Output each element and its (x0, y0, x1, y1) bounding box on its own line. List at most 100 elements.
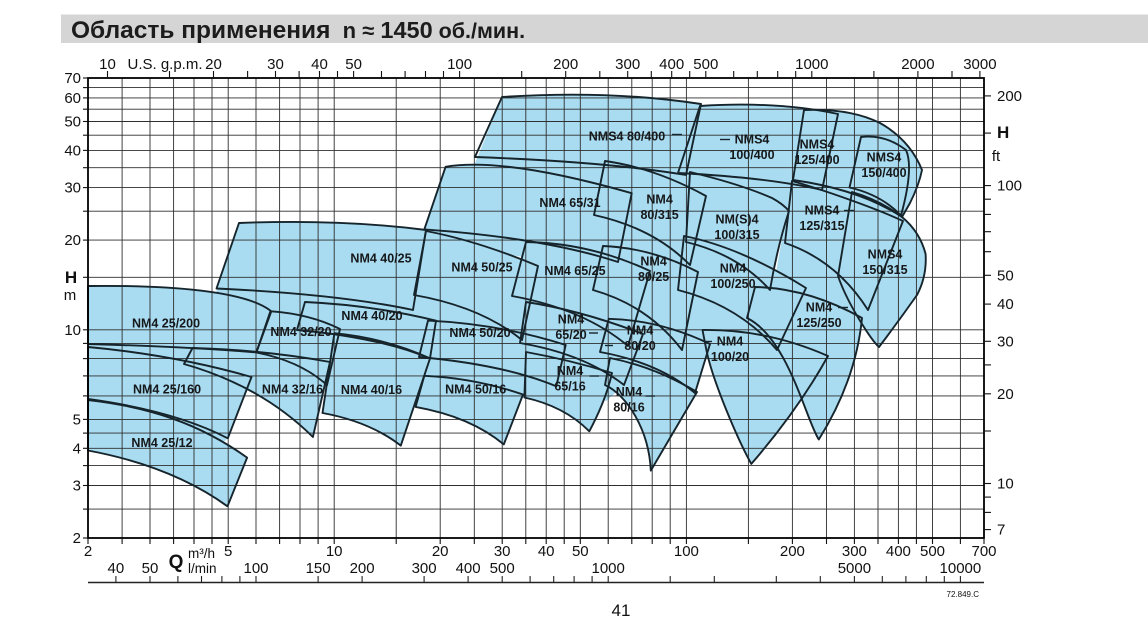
svg-text:30: 30 (64, 180, 81, 197)
svg-text:2: 2 (84, 543, 92, 560)
svg-text:NMS4: NMS4 (867, 151, 902, 165)
svg-text:700: 700 (971, 543, 996, 560)
svg-text:ft: ft (992, 148, 1001, 165)
svg-text:NM4: NM4 (616, 385, 642, 399)
svg-text:100/315: 100/315 (714, 228, 759, 242)
svg-text:500: 500 (920, 543, 945, 560)
svg-text:NM4 50/20: NM4 50/20 (449, 326, 510, 340)
svg-text:125/250: 125/250 (796, 316, 841, 330)
svg-text:Область применения n ≈ 1450 о: Область применения n ≈ 1450 об./мин. (71, 17, 525, 44)
svg-text:l/min: l/min (188, 561, 217, 576)
svg-text:1000: 1000 (592, 560, 625, 577)
svg-text:10: 10 (997, 476, 1014, 493)
svg-text:30: 30 (997, 333, 1014, 350)
svg-text:NM4 32/20: NM4 32/20 (270, 325, 331, 339)
svg-text:40: 40 (108, 560, 125, 577)
svg-text:100: 100 (243, 560, 268, 577)
svg-text:80/20: 80/20 (624, 339, 655, 353)
svg-text:NM4 65/31: NM4 65/31 (539, 196, 600, 210)
svg-text:NMS4: NMS4 (805, 204, 840, 218)
svg-text:500: 500 (490, 560, 515, 577)
svg-text:NM4: NM4 (557, 364, 583, 378)
svg-text:NMS4: NMS4 (735, 133, 770, 147)
svg-text:3000: 3000 (963, 56, 996, 73)
svg-text:2000: 2000 (901, 56, 934, 73)
svg-text:20: 20 (64, 232, 81, 249)
svg-text:4: 4 (73, 440, 81, 457)
svg-text:10: 10 (326, 543, 343, 560)
svg-text:100: 100 (447, 56, 472, 73)
svg-text:80/25: 80/25 (638, 270, 669, 284)
svg-text:NM4 25/12: NM4 25/12 (131, 436, 192, 450)
svg-text:400: 400 (456, 560, 481, 577)
svg-text:10000: 10000 (940, 560, 982, 577)
svg-text:20: 20 (432, 543, 449, 560)
svg-text:NM4 65/25: NM4 65/25 (544, 264, 605, 278)
svg-text:100: 100 (997, 178, 1022, 195)
svg-text:41: 41 (612, 601, 631, 620)
svg-text:40: 40 (997, 296, 1014, 313)
svg-text:NM4: NM4 (806, 301, 832, 315)
svg-text:NM4 40/16: NM4 40/16 (341, 383, 402, 397)
svg-text:NM4: NM4 (720, 262, 746, 276)
svg-text:NM4 32/16: NM4 32/16 (262, 382, 323, 396)
svg-text:NMS4 80/400: NMS4 80/400 (589, 129, 665, 143)
svg-text:50: 50 (345, 56, 362, 73)
svg-text:NMS4: NMS4 (868, 248, 903, 262)
svg-text:150/315: 150/315 (862, 263, 907, 277)
svg-text:10: 10 (99, 56, 116, 73)
svg-text:m: m (64, 287, 77, 304)
svg-text:m³/h: m³/h (188, 546, 215, 561)
svg-text:2: 2 (73, 530, 81, 547)
svg-text:H: H (65, 268, 77, 287)
svg-text:20: 20 (997, 386, 1014, 403)
svg-text:100/20: 100/20 (711, 350, 749, 364)
svg-text:65/20: 65/20 (555, 328, 586, 342)
svg-text:NMS4: NMS4 (800, 138, 835, 152)
svg-text:NM4 40/20: NM4 40/20 (341, 309, 402, 323)
svg-text:NM4 40/25: NM4 40/25 (350, 251, 411, 265)
svg-text:50: 50 (64, 114, 81, 131)
svg-text:50: 50 (142, 560, 159, 577)
svg-text:125/400: 125/400 (794, 153, 839, 167)
svg-text:5000: 5000 (838, 560, 871, 577)
svg-text:7: 7 (997, 522, 1005, 539)
svg-text:5: 5 (224, 543, 232, 560)
svg-text:150/400: 150/400 (861, 166, 906, 180)
svg-text:NM4 25/200: NM4 25/200 (132, 316, 200, 330)
svg-text:150: 150 (306, 560, 331, 577)
svg-text:40: 40 (538, 543, 555, 560)
svg-text:100/250: 100/250 (710, 277, 755, 291)
svg-text:30: 30 (494, 543, 511, 560)
svg-text:65/16: 65/16 (554, 380, 585, 394)
svg-text:NM(S)4: NM(S)4 (715, 213, 758, 227)
svg-text:NM4: NM4 (717, 335, 743, 349)
svg-text:10: 10 (64, 322, 81, 339)
svg-text:200: 200 (997, 88, 1022, 105)
svg-text:300: 300 (842, 543, 867, 560)
svg-text:NM4 50/25: NM4 50/25 (451, 260, 512, 274)
svg-text:1000: 1000 (795, 56, 828, 73)
svg-text:400: 400 (886, 543, 911, 560)
svg-text:60: 60 (64, 90, 81, 107)
svg-text:72.849.C: 72.849.C (947, 590, 980, 599)
svg-text:40: 40 (64, 142, 81, 159)
svg-text:Q: Q (169, 552, 184, 573)
svg-text:NM4 25/160: NM4 25/160 (133, 382, 201, 396)
svg-text:125/315: 125/315 (799, 219, 844, 233)
svg-text:H: H (997, 123, 1009, 142)
svg-text:400: 400 (659, 56, 684, 73)
svg-text:30: 30 (267, 56, 284, 73)
svg-text:100/400: 100/400 (729, 148, 774, 162)
svg-text:NM4: NM4 (640, 255, 666, 269)
svg-text:70: 70 (64, 70, 81, 87)
svg-text:NM4 50/16: NM4 50/16 (445, 382, 506, 396)
svg-text:80/315: 80/315 (640, 208, 678, 222)
svg-text:40: 40 (311, 56, 328, 73)
svg-text:3: 3 (73, 478, 81, 495)
svg-text:200: 200 (350, 560, 375, 577)
svg-text:NM4: NM4 (627, 324, 653, 338)
svg-text:U.S. g.p.m.: U.S. g.p.m. (127, 56, 202, 73)
svg-text:NM4: NM4 (558, 313, 584, 327)
svg-text:500: 500 (693, 56, 718, 73)
